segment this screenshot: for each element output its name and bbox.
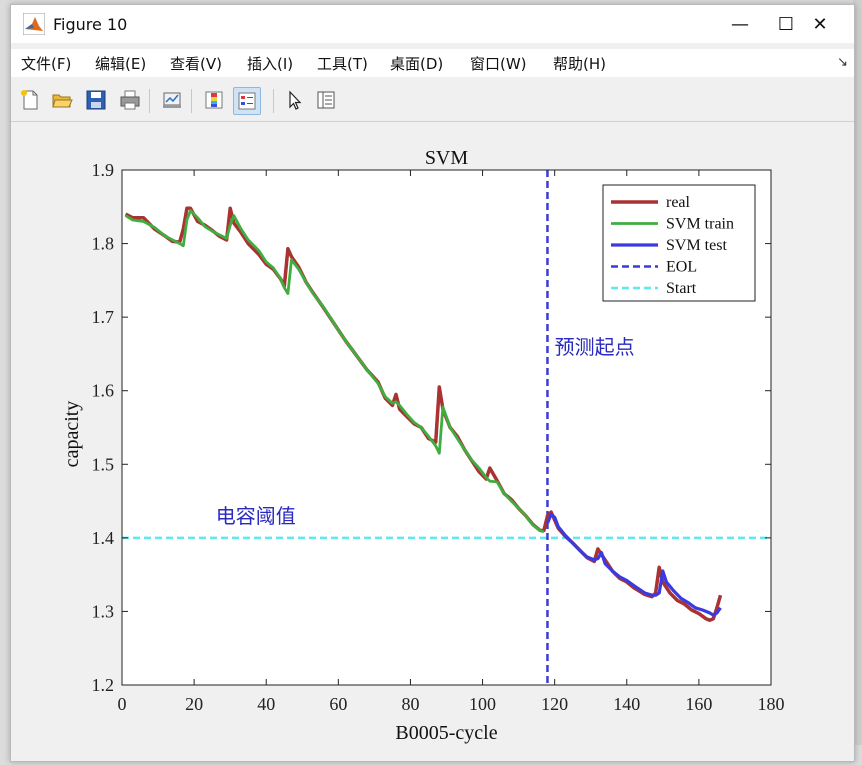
svm-chart: 0 20 40 60 80 100 120 140 160 180 1.2 1.3 1.4 1.5 1.6 1… <box>61 147 785 744</box>
matlab-logo-icon <box>22 12 46 36</box>
y-tick-label: 1.6 <box>92 381 115 401</box>
legend-label: Start <box>666 280 697 297</box>
maximize-button[interactable]: ☐ <box>769 11 803 37</box>
y-axis-label: capacity <box>61 401 83 468</box>
y-tick-label: 1.5 <box>92 454 115 474</box>
annotation-capacity-threshold: 电容阈值 <box>216 505 296 528</box>
x-tick-label: 180 <box>758 694 785 714</box>
x-tick-label: 160 <box>685 694 712 714</box>
menu-bar: 文件(F) 编辑(E) 查看(V) 插入(I) 工具(T) 桌面(D) 窗口(W… <box>11 49 854 77</box>
y-tick-label: 1.4 <box>92 528 115 548</box>
property-inspector-icon[interactable] <box>313 87 339 113</box>
legend-label: SVM train <box>666 216 734 233</box>
menu-tools[interactable]: 工具(T) <box>317 55 368 73</box>
chart-title: SVM <box>425 147 469 169</box>
legend-label: real <box>666 194 691 211</box>
legend-label: SVM test <box>666 237 727 254</box>
menu-insert[interactable]: 插入(I) <box>247 55 294 73</box>
background-window-strip <box>853 0 862 760</box>
y-tick-label: 1.2 <box>92 675 115 695</box>
menu-dock-arrow-icon[interactable]: ↘ <box>837 55 848 70</box>
y-tick-label: 1.9 <box>92 160 115 180</box>
svm-test-series-line <box>546 512 722 617</box>
minimize-icon: — <box>731 13 749 35</box>
x-tick-label: 60 <box>329 694 347 714</box>
svm-train-series-line <box>124 209 545 534</box>
legend-label: EOL <box>666 259 697 276</box>
edit-plot-arrow-icon[interactable] <box>281 87 307 113</box>
maximize-icon: ☐ <box>777 13 795 35</box>
link-plot-icon[interactable] <box>159 87 185 113</box>
open-file-icon[interactable] <box>49 87 75 113</box>
menu-view[interactable]: 查看(V) <box>170 55 222 73</box>
annotation-prediction-start: 预测起点 <box>555 336 635 359</box>
close-icon: ✕ <box>812 13 828 35</box>
x-tick-label: 0 <box>118 694 127 714</box>
axes-box <box>121 169 772 686</box>
figure-window: Figure 10 — ☐ ✕ 文件(F) 编辑(E) 查看(V) 插入(I) … <box>10 4 855 762</box>
y-tick-label: 1.3 <box>92 601 115 621</box>
minimize-button[interactable]: — <box>723 11 757 37</box>
figure-canvas: 0 20 40 60 80 100 120 140 160 180 1.2 1.3 1.4 1.5 1.6 1… <box>11 122 854 761</box>
menu-window[interactable]: 窗口(W) <box>470 55 527 73</box>
x-tick-label: 140 <box>613 694 640 714</box>
window-title: Figure 10 <box>53 15 128 34</box>
insert-legend-icon[interactable] <box>233 87 261 115</box>
x-tick-label: 20 <box>185 694 203 714</box>
legend-box <box>602 184 756 302</box>
x-tick-label: 80 <box>401 694 419 714</box>
real-series-line <box>124 206 723 623</box>
x-tick-label: 120 <box>541 694 568 714</box>
close-button[interactable]: ✕ <box>803 11 837 37</box>
new-figure-icon[interactable] <box>17 87 43 113</box>
toolbar <box>11 81 854 122</box>
print-icon[interactable] <box>117 87 143 113</box>
x-axis-label: B0005-cycle <box>395 722 497 744</box>
toolbar-separator <box>191 89 192 113</box>
menu-edit[interactable]: 编辑(E) <box>95 55 147 73</box>
menu-file[interactable]: 文件(F) <box>21 55 72 73</box>
x-tick-label: 100 <box>469 694 496 714</box>
save-icon[interactable] <box>83 87 109 113</box>
y-tick-label: 1.7 <box>92 307 115 327</box>
y-tick-label: 1.8 <box>92 234 115 254</box>
toolbar-separator <box>149 89 150 113</box>
toolbar-separator <box>273 89 274 113</box>
x-tick-label: 40 <box>257 694 275 714</box>
title-bar: Figure 10 — ☐ ✕ <box>11 5 854 43</box>
insert-colorbar-icon[interactable] <box>201 87 227 113</box>
menu-help[interactable]: 帮助(H) <box>553 55 606 73</box>
menu-desktop[interactable]: 桌面(D) <box>390 55 444 73</box>
legend: real SVM train SVM test EOL Start <box>602 184 756 302</box>
